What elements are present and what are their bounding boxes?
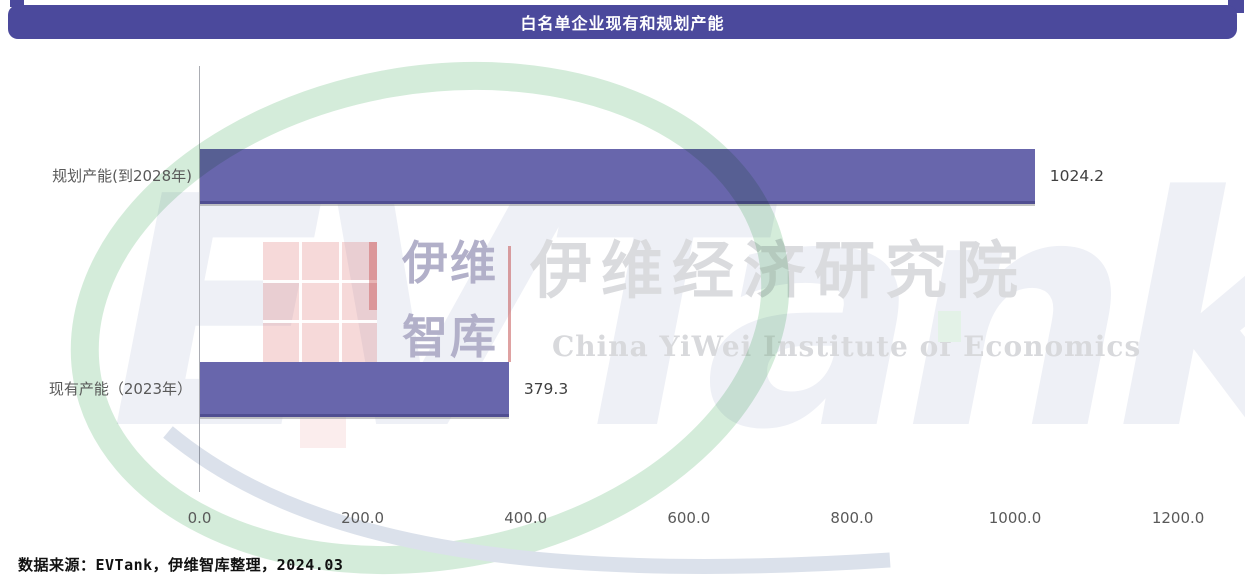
watermark-institute-en: China YiWei Institute of Economics [552,330,1142,363]
grid-line [263,280,377,283]
chart-title: 白名单企业现有和规划产能 [520,14,725,33]
grid-logo-accent [369,242,377,310]
x-tick-label: 400.0 [504,509,548,527]
x-tick-label: 1000.0 [988,509,1042,527]
watermark-green-square [938,311,961,342]
x-tick-label: 600.0 [667,509,711,527]
category-label-existing: 现有产能（2023年） [48,380,192,398]
x-axis-ticks: 0.0 200.0 400.0 600.0 800.0 1000.0 1200.0 [0,509,1245,529]
watermark-yiwei-text: 伊维 [402,236,498,290]
watermark-institute-cn: 伊维经济研究院 [530,234,1028,307]
category-label-planned: 规划产能(到2028年) [52,167,192,185]
grid-line [299,242,302,362]
x-tick-label: 1200.0 [1151,509,1205,527]
x-tick-label: 800.0 [830,509,874,527]
green-ellipse-ring [70,61,790,575]
x-tick-label: 0.0 [187,509,212,527]
watermark-divider-line [508,246,511,362]
value-label-planned: 1024.2 [1049,167,1104,185]
evtank-grid-logo-icon [263,242,377,362]
watermark-zhiku-text: 智库 [402,310,498,364]
x-tick-label: 200.0 [341,509,385,527]
value-label-existing: 379.3 [523,380,569,398]
bar-planned-capacity [200,149,1036,204]
data-source-note: 数据来源：EVTank，伊维智库整理，2024.03 [18,556,344,574]
grid-line [263,320,377,323]
blue-swoosh-arc [163,426,891,575]
bar-existing-capacity [200,362,510,417]
grid-line [339,242,342,362]
header-notch [10,0,24,7]
chart-title-bar: 白名单企业现有和规划产能 [8,5,1237,39]
y-axis-line [199,66,200,492]
